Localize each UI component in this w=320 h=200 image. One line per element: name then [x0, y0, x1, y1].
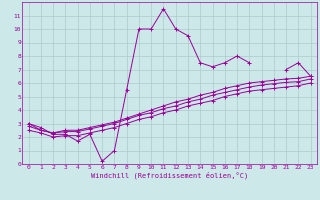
- X-axis label: Windchill (Refroidissement éolien,°C): Windchill (Refroidissement éolien,°C): [91, 172, 248, 179]
